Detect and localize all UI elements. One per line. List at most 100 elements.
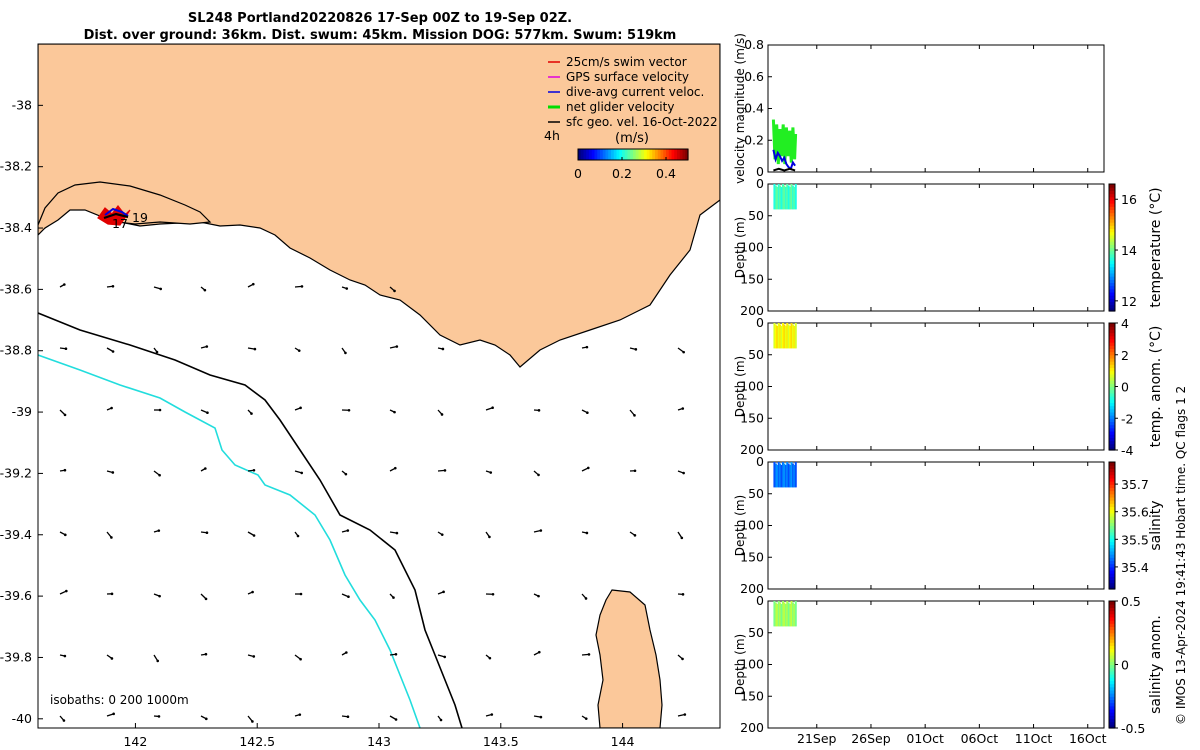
series-line: [772, 149, 796, 171]
panel-colorbar-segment: [1109, 260, 1115, 264]
profile-cell: [784, 465, 787, 488]
panel-colorbar-tick-label: 2: [1121, 348, 1129, 363]
colorbar-segment: [586, 149, 590, 160]
panel-colorbar-segment: [1109, 427, 1115, 432]
panel-colorbar-frame: [1108, 461, 1116, 590]
panel-colorbar-segment: [1109, 610, 1115, 615]
title-line-2: Dist. over ground: 36km. Dist. swum: 45k…: [84, 28, 677, 43]
panel-colorbar-label: temperature (°C): [1148, 187, 1164, 307]
panel-colorbar-segment: [1109, 512, 1115, 517]
y-tick-label: 0.6: [744, 69, 764, 84]
time-tick-label: 01Oct: [906, 731, 944, 746]
profile-cell: [783, 185, 786, 210]
panel-colorbar-segment: [1109, 272, 1115, 277]
profile-cell: [793, 326, 796, 349]
velocity-arrow-head: [489, 471, 493, 474]
velocity-arrow-head: [395, 345, 399, 348]
panel-colorbar-segment: [1109, 225, 1115, 230]
colorbar-label: (m/s): [615, 131, 649, 146]
depth-tick-label: 100: [740, 518, 764, 533]
panel-colorbar-segment: [1109, 212, 1115, 217]
colorbar-segment: [594, 149, 598, 160]
colorbar-segment: [677, 149, 681, 160]
panel-colorbar-segment: [1109, 228, 1115, 233]
latitude-axis: -38 -38.2 -38.4 -38.6 -38.8 -39 -39.2 -39.4 -39.…: [0, 97, 43, 726]
velocity-arrow-head: [111, 284, 115, 288]
colorbar-segment: [655, 149, 659, 160]
panel-sal_anom: Depth (m) 0 50 100 150 200 -0.5 0 0.5 salinity an…: [733, 593, 1164, 736]
panel-colorbar-segment: [1109, 244, 1115, 249]
panel-temp_anom: Depth (m) 0 50 100 150 200 -4 -2 0 2 4 temp. anom. …: [733, 315, 1164, 458]
panel-colorbar-segment: [1109, 326, 1115, 330]
panel-colorbar-segment: [1109, 664, 1115, 669]
panel-colorbar-tick-label: 35.6: [1121, 505, 1149, 520]
panel-colorbar-segment: [1109, 563, 1115, 568]
panel-colorbar-segment: [1109, 535, 1115, 539]
panel-colorbar-segment: [1109, 471, 1115, 476]
depth-tick-label: 50: [748, 625, 764, 640]
panel-colorbar-segment: [1109, 367, 1115, 372]
velocity-arrow-head: [682, 350, 685, 354]
panel-colorbar-segment: [1109, 566, 1115, 571]
profile-cell: [779, 463, 782, 488]
panel-colorbar-segment: [1109, 418, 1115, 423]
colorbar-segment: [591, 149, 596, 160]
panel-colorbar-segment: [1109, 465, 1115, 469]
velocity-arrow-head: [634, 348, 638, 351]
panel-colorbar-segment: [1109, 301, 1115, 306]
colorbar-segment: [627, 149, 631, 160]
colorbar-segment: [602, 149, 607, 160]
profile-cell: [794, 462, 797, 488]
panel-colorbar-segment: [1109, 351, 1115, 356]
velocity-arrow-head: [204, 717, 208, 721]
depth-tick-label: 200: [740, 442, 764, 457]
colorbar-frame: [577, 148, 689, 161]
panel-colorbar-segment: [1109, 645, 1115, 650]
velocity-arrow-head: [110, 536, 113, 539]
panel-colorbar-segment: [1109, 285, 1115, 290]
panel-colorbar-segment: [1109, 680, 1115, 685]
velocity-arrow-head: [393, 289, 396, 293]
depth-tick-label: 0: [756, 593, 764, 608]
velocity-arrow-head: [346, 715, 350, 719]
panel-colorbar-segment: [1109, 579, 1115, 584]
depth-tick-label: 100: [740, 379, 764, 394]
panel-colorbar-segment: [1109, 477, 1115, 482]
profile-cell: [784, 604, 787, 627]
panel-ylabel: Depth (m): [733, 634, 747, 695]
velocity-arrow-head: [299, 657, 302, 661]
depth-tick-label: 150: [740, 688, 764, 703]
velocity-arrow-head: [203, 288, 207, 292]
velocity-arrow-head: [681, 657, 684, 661]
panel-salinity: Depth (m) 0 50 100 150 200 35.4 35.5 35.6 35.7 sal…: [733, 454, 1164, 596]
panel-colorbar-segment: [1109, 402, 1115, 407]
panel-colorbar-segment: [1109, 408, 1115, 413]
colorbar-segment: [611, 149, 615, 160]
profile-cell: [776, 187, 779, 210]
track-line: [103, 212, 129, 220]
velocity-arrow-head: [251, 590, 254, 594]
panel-colorbar-segment: [1109, 373, 1115, 378]
profile-cell: [781, 601, 784, 627]
panel-colorbar-segment: [1109, 253, 1115, 258]
velocity-arrow-head: [490, 713, 494, 716]
velocity-arrow-head: [252, 655, 256, 658]
velocity-arrow-head: [633, 414, 636, 417]
panel-colorbar-segment: [1109, 522, 1115, 527]
profile-cell: [780, 604, 783, 627]
velocity-arrow-head: [300, 471, 304, 475]
colorbar-segment: [663, 149, 667, 160]
panel-colorbar-segment: [1109, 639, 1115, 643]
panel-colorbar-segment: [1109, 525, 1115, 530]
velocity-arrow-head: [204, 467, 207, 470]
panel-colorbar-segment: [1109, 519, 1115, 523]
velocity-arrow-head: [63, 654, 67, 658]
panel-ylabel: Depth (m): [733, 356, 747, 417]
panel-colorbar-segment: [1109, 620, 1115, 624]
panel-colorbar-segment: [1109, 345, 1115, 349]
velocity-arrow-head: [344, 351, 347, 355]
panel-colorbar-segment: [1109, 380, 1115, 384]
panel-colorbar-segment: [1109, 474, 1115, 479]
depth-tick-label: 200: [740, 303, 764, 318]
panel-colorbar-segment: [1109, 683, 1115, 688]
